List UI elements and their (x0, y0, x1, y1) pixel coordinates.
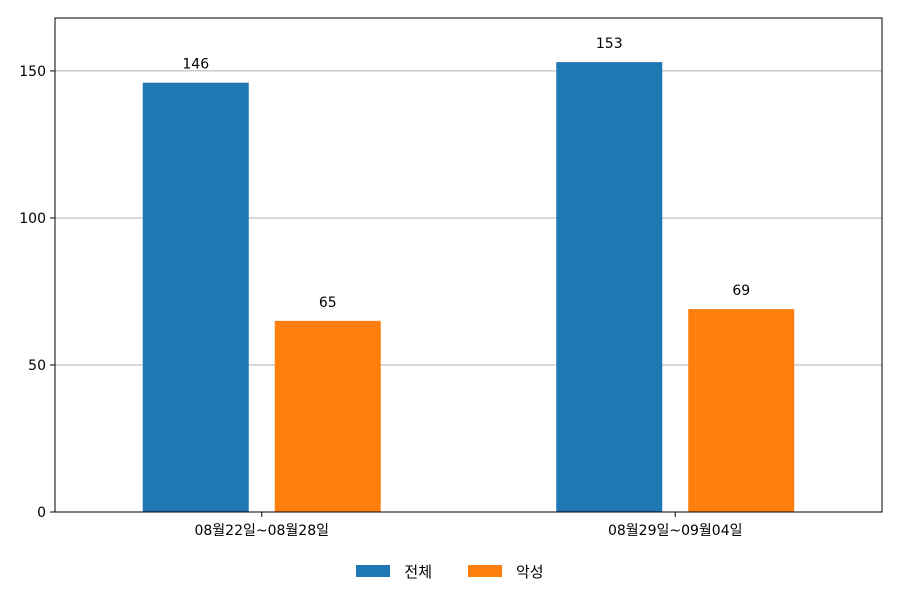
bar-chart: 146 65 153 69 0 50 100 150 08월22일~08월28일 08월29일… (19, 17, 883, 539)
legend: 전체 악성 (0, 558, 900, 584)
bar-series-0-category-1 (556, 62, 663, 512)
data-label: 146 (182, 57, 209, 73)
x-tick-label: 08월29일~09월04일 (608, 523, 743, 539)
legend-label-total: 전체 (404, 562, 432, 581)
data-label: 65 (319, 295, 337, 311)
data-label: 69 (732, 283, 750, 299)
legend-swatch-malicious (468, 565, 502, 577)
plot-area-frame (54, 17, 883, 513)
bars (142, 62, 795, 512)
y-tick-label: 0 (37, 505, 46, 521)
y-tick-label: 50 (28, 358, 46, 374)
bar-series-0-category-0 (142, 82, 249, 512)
y-tick-label: 150 (19, 64, 46, 80)
legend-item-total: 전체 (356, 561, 432, 582)
x-axis: 08월22일~08월28일 08월29일~09월04일 (194, 512, 743, 539)
legend-swatch-total (356, 565, 391, 577)
bar-series-1-category-0 (274, 320, 381, 512)
y-axis: 0 50 100 150 (19, 64, 55, 521)
bar-series-1-category-1 (688, 309, 795, 512)
y-tick-label: 100 (19, 211, 46, 227)
legend-label-malicious: 악성 (516, 562, 544, 581)
data-labels: 146 65 153 69 (182, 36, 750, 311)
data-label: 153 (596, 36, 623, 52)
x-tick-label: 08월22일~08월28일 (194, 523, 329, 539)
legend-item-malicious: 악성 (468, 561, 544, 582)
